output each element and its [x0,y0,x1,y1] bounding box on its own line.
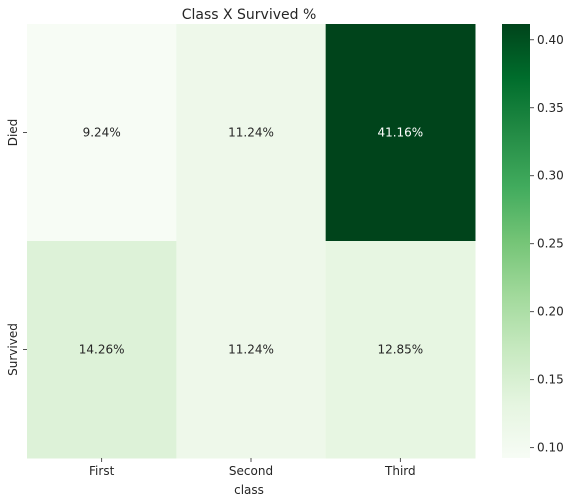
cell-value-label: 11.24% [228,126,274,140]
x-tick-label: Second [229,464,273,478]
chart-title: Class X Survived % [182,7,317,23]
heatmap-cell [325,24,476,242]
colorbar [502,24,530,458]
heatmap-cell [27,24,177,242]
x-axis-label: class [234,483,264,497]
y-axis: Died Survived [6,119,27,376]
heatmap-cells [27,24,476,459]
colorbar-tick-label: 0.40 [537,33,563,47]
y-tick-label: Survived [6,323,20,376]
heatmap-cell [176,241,327,459]
colorbar-tick-label: 0.30 [537,169,563,183]
colorbar-tick-label: 0.15 [537,373,563,387]
cell-value-label: 41.16% [377,126,423,140]
cell-value-label: 12.85% [377,343,423,357]
colorbar-tick-label: 0.10 [537,441,563,455]
heatmap-cell [176,24,327,242]
x-tick-label: First [89,464,115,478]
cell-value-label: 11.24% [228,343,274,357]
cell-value-label: 9.24% [83,126,121,140]
heatmap-cell [27,241,177,459]
x-axis: First Second Third [89,458,416,478]
y-tick-label: Died [6,119,20,147]
x-tick-label: Third [384,464,416,478]
heatmap-cell [325,241,476,459]
colorbar-tick-label: 0.20 [537,305,563,319]
colorbar-tick-label: 0.35 [537,101,563,115]
cell-value-label: 14.26% [79,343,125,357]
colorbar-tick-label: 0.25 [537,237,563,251]
cell-labels: 9.24% 11.24% 41.16% 14.26% 11.24% 12.85% [79,126,423,357]
colorbar-axis: 0.10 0.15 0.20 0.25 0.30 0.35 0.40 [530,33,563,455]
